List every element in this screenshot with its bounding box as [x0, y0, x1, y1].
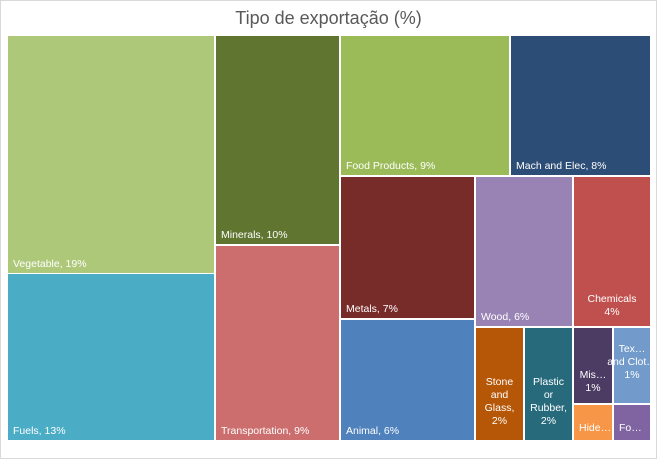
tile-rect-footwear — [614, 405, 650, 440]
tile-mach-and-elec-label: Mach and Elec, 8% — [516, 160, 606, 172]
tile-miscellaneous-label: 1% — [585, 382, 600, 394]
tile-rect-miscellaneous — [574, 328, 612, 403]
tile-stone-and-glass-label: Glass, — [485, 402, 515, 414]
tile-rect-minerals — [216, 36, 339, 244]
tile-rect-food-products — [341, 36, 509, 175]
tile-rect-mach-and-elec — [511, 36, 650, 175]
treemap-tile-footwear: Fo… — [614, 405, 650, 440]
tile-textiles-and-clothing-label: and Clot… — [607, 356, 657, 368]
tile-food-products-label: Food Products, 9% — [346, 160, 435, 172]
tile-minerals-label: Minerals, 10% — [221, 229, 288, 241]
tile-stone-and-glass-label: 2% — [492, 415, 507, 427]
tile-plastic-or-rubber-label: Rubber, — [530, 402, 567, 414]
tile-plastic-or-rubber-label: 2% — [541, 415, 556, 427]
tile-rect-textiles-and-clothing — [614, 328, 650, 403]
tile-textiles-and-clothing-label: Tex… — [619, 343, 646, 355]
tile-rect-fuels — [8, 274, 214, 440]
treemap-tile-wood: Wood, 6% — [476, 177, 572, 326]
tile-hides-label: Hide… — [579, 422, 611, 434]
tile-animal-label: Animal, 6% — [346, 425, 399, 437]
tile-rect-hides — [574, 405, 612, 440]
tile-rect-vegetable — [8, 36, 214, 273]
tile-rect-chemicals — [574, 177, 650, 326]
tile-transportation-label: Transportation, 9% — [221, 425, 309, 437]
tile-metals-label: Metals, 7% — [346, 303, 398, 315]
treemap-tile-fuels: Fuels, 13% — [8, 274, 214, 440]
treemap-tile-transportation: Transportation, 9% — [216, 246, 339, 440]
treemap-tile-hides: Hide… — [574, 405, 612, 440]
treemap-tile-food-products: Food Products, 9% — [341, 36, 509, 175]
tile-plastic-or-rubber-label: or — [544, 389, 554, 401]
treemap-tile-miscellaneous: Mis…1% — [574, 328, 612, 403]
tile-plastic-or-rubber-label: Plastic — [533, 376, 564, 388]
tile-rect-transportation — [216, 246, 339, 440]
tile-miscellaneous-label: Mis… — [580, 369, 607, 381]
tile-footwear-label: Fo… — [619, 422, 642, 434]
tile-stone-and-glass-label: and — [491, 389, 509, 401]
treemap-tile-vegetable: Vegetable, 19% — [8, 36, 214, 273]
tile-rect-plastic-or-rubber — [525, 328, 572, 440]
treemap-tile-textiles-and-clothing: Tex…and Clot…1% — [607, 328, 657, 403]
tile-rect-metals — [341, 177, 474, 318]
tile-rect-wood — [476, 177, 572, 326]
tile-rect-animal — [341, 320, 474, 440]
treemap-tile-mach-and-elec: Mach and Elec, 8% — [511, 36, 650, 175]
tile-vegetable-label: Vegetable, 19% — [13, 258, 87, 270]
tile-stone-and-glass-label: Stone — [486, 376, 514, 388]
tile-rect-stone-and-glass — [476, 328, 523, 440]
tile-textiles-and-clothing-label: 1% — [624, 369, 639, 381]
tile-fuels-label: Fuels, 13% — [13, 425, 66, 437]
treemap-tile-metals: Metals, 7% — [341, 177, 474, 318]
tile-chemicals-label: Chemicals — [587, 293, 636, 305]
tile-chemicals-label: 4% — [604, 306, 619, 318]
treemap-tile-animal: Animal, 6% — [341, 320, 474, 440]
tile-wood-label: Wood, 6% — [481, 311, 529, 323]
treemap-tile-minerals: Minerals, 10% — [216, 36, 339, 244]
chart-title: Tipo de exportação (%) — [235, 8, 422, 28]
